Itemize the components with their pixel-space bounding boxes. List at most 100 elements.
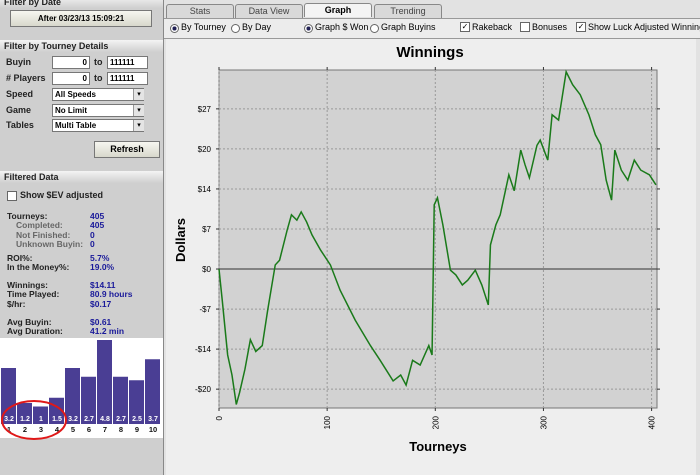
checkbox-label: Rakeback — [472, 22, 513, 32]
red-annotation — [1, 400, 67, 440]
field-label: Game — [6, 104, 32, 115]
tab[interactable]: Graph — [304, 3, 372, 17]
bar — [97, 340, 112, 424]
x-tick-label: 400 — [648, 415, 657, 429]
section-header: Filter by Tourney Details — [0, 40, 163, 52]
category-label: 7 — [103, 425, 107, 434]
stat-label: Completed: — [16, 220, 63, 231]
stat-value: 0 — [90, 238, 95, 249]
bar — [65, 368, 80, 424]
to-label: to — [94, 57, 103, 67]
y-tick-label: $14 — [198, 185, 212, 194]
bar — [1, 368, 16, 424]
category-label: 4 — [55, 425, 60, 434]
stat-label: ROI%: — [7, 253, 33, 263]
winnings-line — [218, 69, 657, 405]
checkbox[interactable] — [7, 191, 17, 201]
stat-value: $0.17 — [90, 298, 112, 309]
category-label: 2 — [23, 425, 27, 434]
category-label: 8 — [119, 425, 123, 434]
bar-label: 1.2 — [20, 416, 30, 423]
stat-value: $0.61 — [90, 317, 112, 327]
tab[interactable]: Data View — [235, 4, 303, 18]
category-label: 10 — [149, 425, 157, 434]
checkbox[interactable] — [520, 22, 530, 32]
date-button[interactable]: After 03/23/13 15:09:21 — [10, 10, 152, 27]
category-label: 1 — [7, 425, 11, 434]
stat-label: Avg Buyin: — [7, 317, 52, 327]
stat-value: 0 — [90, 229, 95, 240]
stat-value: $14.11 — [90, 280, 116, 290]
y-tick-label: -$7 — [199, 305, 211, 314]
x-tick-label: 200 — [431, 415, 440, 429]
to-label: to — [94, 73, 103, 83]
checkbox-label: Show Luck Adjusted Winning — [588, 22, 700, 32]
refresh-button[interactable]: Refresh — [94, 141, 160, 158]
tab[interactable]: Trending — [374, 4, 442, 18]
category-label: 5 — [71, 425, 75, 434]
bar-label: 3.2 — [68, 416, 78, 423]
radio-label: Graph $ Won — [315, 22, 369, 32]
bar-label: 3.7 — [148, 416, 158, 423]
bar-label: 2.7 — [84, 416, 94, 423]
checkbox[interactable]: ✓ — [460, 22, 470, 32]
chart-title: Winnings — [396, 44, 463, 61]
bar-label: 2.7 — [116, 416, 126, 423]
radio[interactable] — [170, 24, 179, 33]
stat-value: 80.9 hours — [90, 289, 133, 300]
bar — [81, 376, 96, 424]
radio[interactable] — [231, 24, 240, 33]
x-tick-label: 0 — [215, 415, 224, 420]
y-tick-label: -$14 — [195, 345, 212, 354]
radio-label: By Day — [242, 22, 272, 32]
y-axis-label: Dollars — [173, 218, 188, 262]
x-tick-label: 100 — [323, 415, 332, 429]
field-label: # Players — [6, 73, 46, 83]
stat-label: $/hr: — [7, 298, 26, 309]
bar — [17, 403, 32, 424]
stat-label: Avg Duration: — [7, 326, 63, 337]
y-tick-label: -$20 — [195, 385, 212, 394]
stat-value: 19.0% — [90, 262, 115, 273]
input-from[interactable]: 0 — [52, 56, 90, 69]
category-label: 6 — [87, 425, 91, 434]
checkbox[interactable]: ✓ — [576, 22, 586, 32]
bar-label: 1.5 — [52, 416, 62, 423]
checkbox-label: Show $EV adjusted — [20, 190, 104, 200]
stat-value: 41.2 min — [90, 326, 125, 337]
bar — [129, 380, 144, 424]
x-axis-label: Tourneys — [409, 439, 467, 454]
select-arrow[interactable]: ▾ — [133, 89, 144, 100]
bar-label: 1 — [39, 416, 43, 423]
plot-area — [218, 69, 658, 409]
stat-label: Winnings: — [7, 280, 48, 290]
stat-value: 405 — [90, 211, 105, 221]
input-from[interactable]: 0 — [52, 72, 90, 85]
bar-label: 3.2 — [4, 416, 14, 423]
radio[interactable] — [370, 24, 379, 33]
field-label: Buyin — [6, 57, 32, 67]
select-arrow[interactable]: ▾ — [133, 120, 144, 131]
radio[interactable] — [304, 24, 313, 33]
section-header: Filter by Date — [0, 0, 163, 8]
radio-label: By Tourney — [181, 22, 226, 32]
stat-label: Time Played: — [7, 289, 60, 300]
field-label: Speed — [6, 89, 34, 99]
y-tick-label: $27 — [198, 105, 212, 114]
bar — [113, 376, 128, 424]
tab[interactable]: Stats — [166, 4, 234, 18]
radio-label: Graph Buyins — [381, 22, 436, 32]
stat-value: 5.7% — [90, 253, 110, 263]
stat-label: Tourneys: — [7, 211, 48, 221]
input-to[interactable]: 111111 — [107, 72, 148, 85]
select[interactable]: Multi Table — [52, 119, 144, 132]
field-label: Tables — [6, 120, 34, 130]
y-tick-label: $20 — [198, 145, 212, 154]
checkbox-label: Bonuses — [532, 22, 568, 32]
bar-label: 4.8 — [100, 416, 110, 423]
input-to[interactable]: 111111 — [107, 56, 148, 69]
x-tick-label: 300 — [539, 415, 548, 429]
select-arrow[interactable]: ▾ — [133, 104, 144, 116]
